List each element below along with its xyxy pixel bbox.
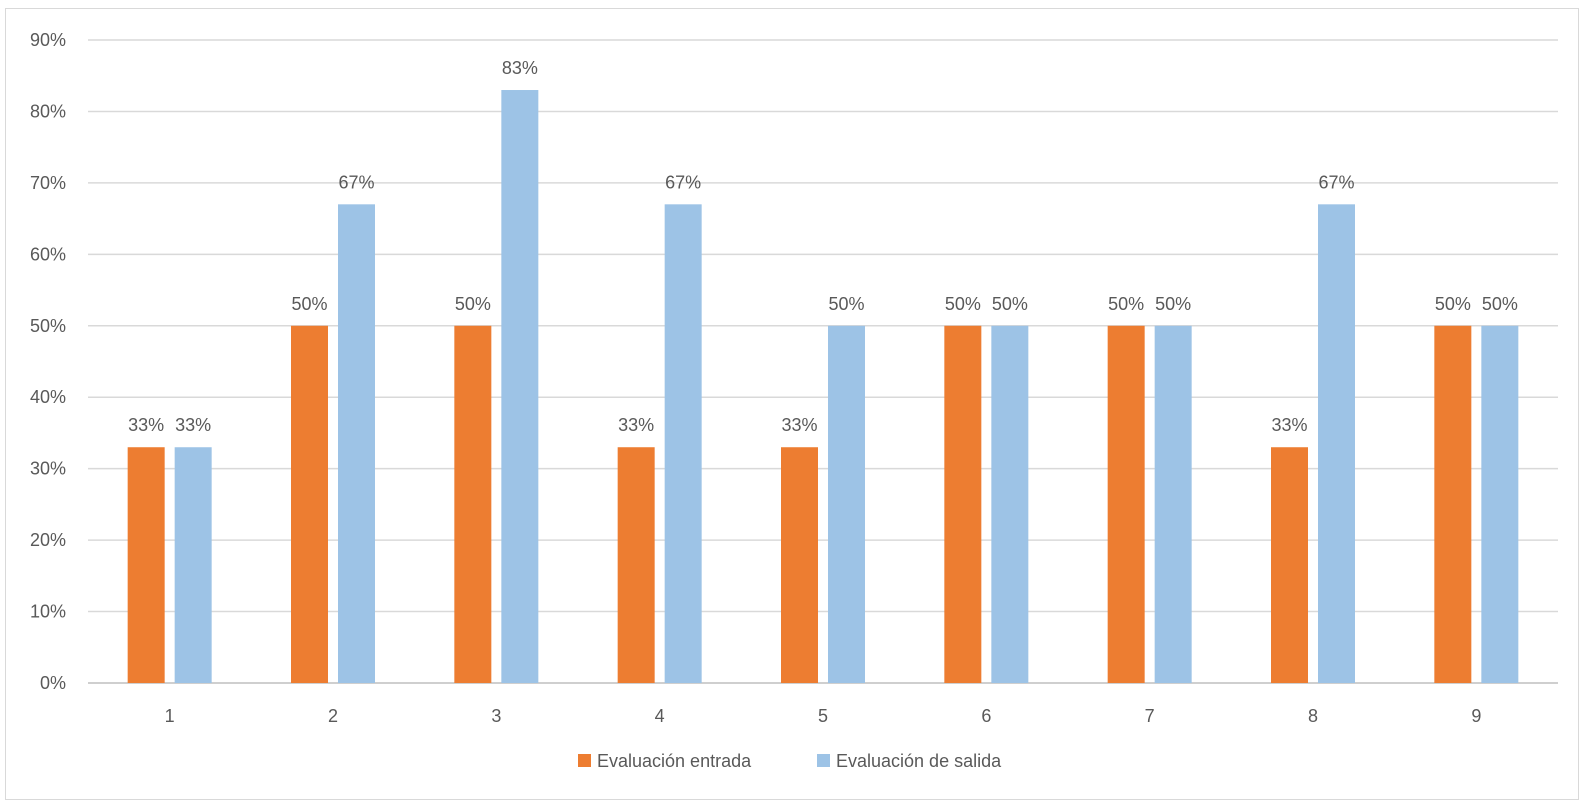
bar-evaluacion-salida	[991, 325, 1029, 683]
x-tick-label: 8	[1308, 706, 1318, 726]
y-tick-label: 80%	[30, 101, 66, 121]
y-tick-label: 90%	[30, 30, 66, 50]
data-label: 50%	[455, 294, 491, 314]
data-label: 50%	[1435, 294, 1471, 314]
bar-evaluacion-entrada	[617, 447, 655, 683]
y-tick-label: 60%	[30, 244, 66, 264]
data-labels: 33% 33% 50% 67% 50% 83% 33% 67% 33% 50% 50% 50% 50% 5…	[128, 58, 1518, 435]
bar-evaluacion-salida	[174, 447, 212, 683]
y-tick-label: 30%	[30, 459, 66, 479]
bar-evaluacion-entrada	[1107, 325, 1145, 683]
bar-evaluacion-entrada	[1434, 325, 1472, 683]
y-tick-label: 0%	[40, 673, 66, 693]
y-tick-label: 50%	[30, 316, 66, 336]
legend-swatch	[578, 754, 591, 767]
data-label: 50%	[945, 294, 981, 314]
data-label: 33%	[1271, 415, 1307, 435]
bar-evaluacion-salida	[664, 204, 702, 684]
y-tick-label: 20%	[30, 530, 66, 550]
x-tick-label: 1	[165, 706, 175, 726]
data-label: 50%	[992, 294, 1028, 314]
data-label: 50%	[1482, 294, 1518, 314]
x-tick-label: 9	[1471, 706, 1481, 726]
x-tick-label: 3	[491, 706, 501, 726]
data-label: 33%	[618, 415, 654, 435]
bar-evaluacion-entrada	[1271, 447, 1308, 683]
x-axis-ticks: 1 2 3 4 5 6 7 8 9	[165, 706, 1482, 726]
data-label: 67%	[1318, 172, 1354, 192]
bar-evaluacion-entrada	[454, 325, 492, 683]
data-label: 67%	[338, 172, 374, 192]
bar-evaluacion-entrada	[127, 447, 165, 683]
legend-label: Evaluación entrada	[597, 751, 752, 771]
bars	[127, 90, 1519, 684]
bar-evaluacion-salida	[1481, 325, 1519, 683]
y-tick-label: 40%	[30, 387, 66, 407]
data-label: 50%	[1108, 294, 1144, 314]
bar-evaluacion-salida	[338, 204, 375, 684]
x-tick-label: 5	[818, 706, 828, 726]
bar-evaluacion-entrada	[781, 447, 818, 683]
bar-evaluacion-entrada	[291, 325, 328, 683]
bar-evaluacion-entrada	[944, 325, 982, 683]
data-label: 50%	[291, 294, 327, 314]
y-axis-ticks: 0% 10% 20% 30% 40% 50% 60% 70% 80% 90%	[30, 30, 66, 693]
bar-evaluacion-salida	[1154, 325, 1192, 683]
data-label: 33%	[128, 415, 164, 435]
bar-evaluacion-salida	[1318, 204, 1355, 684]
legend-swatch	[817, 754, 830, 767]
data-label: 33%	[175, 415, 211, 435]
data-label: 50%	[828, 294, 864, 314]
data-label: 33%	[781, 415, 817, 435]
data-label: 50%	[1155, 294, 1191, 314]
x-tick-label: 4	[655, 706, 665, 726]
x-tick-label: 6	[981, 706, 991, 726]
gridlines	[88, 39, 1558, 684]
data-label: 67%	[665, 172, 701, 192]
legend: Evaluación entrada Evaluación de salida	[578, 751, 1002, 771]
x-tick-label: 7	[1145, 706, 1155, 726]
bar-evaluacion-salida	[828, 325, 865, 683]
data-label: 83%	[502, 58, 538, 78]
bar-evaluacion-salida	[501, 90, 539, 683]
legend-label: Evaluación de salida	[836, 751, 1002, 771]
x-tick-label: 2	[328, 706, 338, 726]
y-tick-label: 10%	[30, 602, 66, 622]
y-tick-label: 70%	[30, 173, 66, 193]
